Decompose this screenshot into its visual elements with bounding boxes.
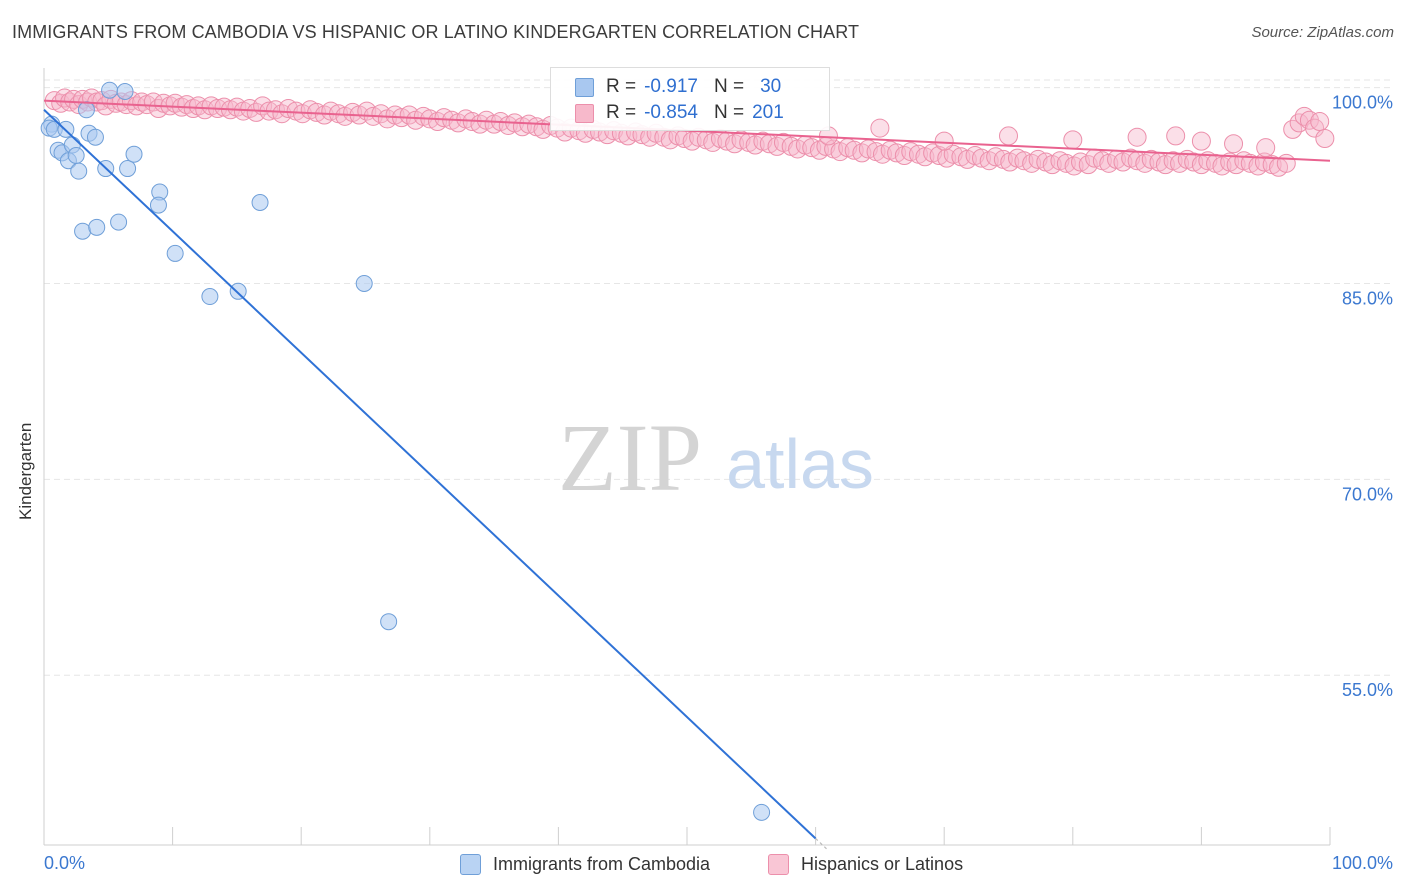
data-point-cambodia: [355, 274, 373, 292]
data-point-cambodia: [86, 128, 104, 146]
data-point-cambodia: [74, 222, 92, 240]
data-point-cambodia: [201, 288, 219, 306]
data-point-hispanic: [1063, 130, 1083, 150]
data-point-hispanic: [1310, 112, 1330, 132]
chart-title: IMMIGRANTS FROM CAMBODIA VS HISPANIC OR …: [12, 22, 860, 42]
data-point-hispanic: [1014, 151, 1034, 171]
watermark-atlas: atlas: [726, 425, 874, 503]
y-axis-label: Kindergarten: [16, 422, 35, 520]
data-point-cambodia: [67, 146, 85, 164]
trendline-cambodia: [43, 109, 817, 840]
data-point-cambodia: [380, 613, 398, 631]
data-point-hispanic: [399, 105, 419, 125]
data-point-hispanic: [1071, 152, 1091, 172]
data-point-hispanic: [844, 140, 864, 160]
data-point-cambodia: [110, 213, 128, 231]
legend-swatch-blue: [575, 77, 594, 97]
data-point-hispanic: [371, 104, 391, 124]
data-point-cambodia: [149, 196, 167, 214]
data-point-hispanic: [1256, 138, 1276, 158]
y-tick-label: 55.0%: [1342, 680, 1393, 700]
legend-r-label: R =: [606, 102, 637, 123]
bottom-legend-swatch-pink: [768, 853, 789, 875]
data-point-hispanic: [802, 138, 822, 158]
y-tick-label: 100.0%: [1332, 93, 1393, 113]
data-point-hispanic: [1166, 126, 1186, 146]
x-tick-label: 100.0%: [1332, 853, 1393, 873]
x-tick-label: 0.0%: [44, 853, 85, 873]
legend-r-value: -0.917: [644, 76, 698, 97]
legend-swatch-pink: [575, 103, 594, 123]
data-point-cambodia: [88, 218, 106, 236]
data-point-hispanic: [1141, 149, 1161, 169]
legend-r-label: R =: [606, 76, 637, 97]
data-point-hispanic: [272, 104, 292, 124]
bottom-legend-swatch-blue: [460, 853, 481, 875]
data-point-hispanic: [1184, 152, 1204, 172]
data-point-hispanic: [1056, 153, 1076, 173]
stats-legend: R = -0.917 N = 30 R = -0.854 N = 201: [550, 67, 830, 131]
data-point-hispanic: [1276, 153, 1296, 173]
legend-row-hispanic: R = -0.854 N = 201: [575, 101, 784, 125]
data-point-hispanic: [929, 145, 949, 165]
data-point-cambodia: [77, 101, 95, 119]
data-point-hispanic: [132, 92, 152, 112]
data-point-cambodia: [251, 194, 269, 212]
chart-source: Source: ZipAtlas.com: [1251, 24, 1394, 41]
data-point-hispanic: [887, 143, 907, 163]
data-point-cambodia: [70, 162, 88, 180]
data-point-hispanic: [999, 126, 1018, 146]
data-point-hispanic: [971, 148, 991, 168]
data-point-cambodia: [229, 282, 247, 300]
bottom-legend-cambodia[interactable]: Immigrants from Cambodia: [460, 852, 710, 876]
data-point-hispanic: [870, 118, 890, 138]
bottom-legend-label-cambodia: Immigrants from Cambodia: [493, 853, 711, 874]
cambodia-points: [40, 81, 771, 821]
data-point-hispanic: [943, 144, 963, 164]
data-point-hispanic: [1127, 127, 1147, 147]
tick-labels: 55.0% 70.0% 85.0% 100.0% 0.0% 100.0%: [44, 93, 1393, 873]
bottom-legend-label-hispanic: Hispanics or Latinos: [801, 853, 964, 874]
data-point-cambodia: [101, 81, 119, 99]
legend-n-label: N =: [713, 102, 745, 123]
legend-n-label: N =: [713, 76, 745, 97]
data-point-hispanic: [986, 147, 1006, 167]
legend-r-value: -0.854: [644, 102, 698, 123]
data-point-cambodia: [166, 244, 184, 262]
watermark-zip: ZIP: [558, 404, 702, 511]
data-point-hispanic: [934, 131, 954, 151]
legend-n-value: 201: [752, 102, 784, 123]
data-point-hispanic: [1028, 149, 1048, 169]
y-tick-label: 70.0%: [1342, 484, 1393, 504]
data-point-hispanic: [901, 142, 921, 162]
y-tick-label: 85.0%: [1342, 288, 1393, 308]
data-point-hispanic: [1191, 131, 1211, 151]
watermark: ZIP atlas: [558, 404, 874, 511]
axes: [43, 68, 1331, 846]
data-point-hispanic: [1305, 118, 1325, 138]
data-point-cambodia: [116, 83, 134, 101]
data-point-hispanic: [1315, 129, 1335, 149]
data-point-hispanic: [1240, 153, 1260, 173]
data-point-hispanic: [321, 101, 341, 121]
legend-n-value: 30: [760, 76, 782, 97]
legend-row-cambodia: R = -0.917 N = 30: [575, 75, 781, 99]
data-point-hispanic: [434, 108, 454, 128]
bottom-legend-hispanic[interactable]: Hispanics or Latinos: [768, 852, 963, 876]
trendline-cambodia-extension: [815, 838, 829, 852]
data-point-cambodia: [125, 145, 143, 163]
data-point-cambodia: [119, 160, 137, 178]
data-point-cambodia: [753, 803, 771, 821]
data-point-hispanic: [1224, 134, 1244, 154]
